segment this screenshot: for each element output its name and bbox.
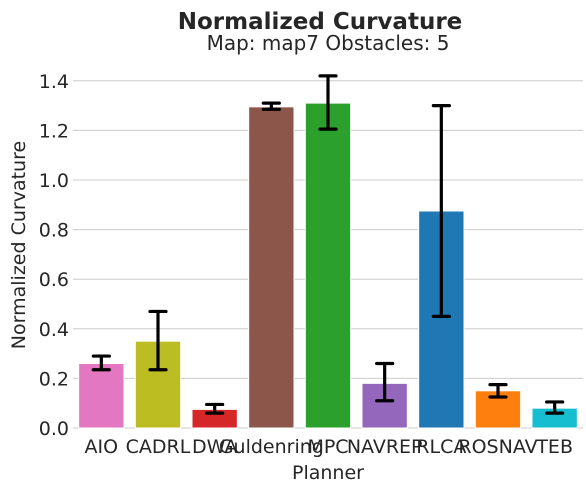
error-bar-aio bbox=[91, 354, 111, 372]
error-bar-rlca bbox=[431, 103, 451, 318]
bar-guldenring bbox=[248, 106, 295, 429]
x-tick-label: ROSNAV bbox=[458, 436, 537, 458]
x-tick-labels: AIO CADRL DWAGuldenringMPCNAVREPRLCAROSNAV… bbox=[85, 436, 573, 458]
x-tick-label: CADRL bbox=[126, 436, 191, 458]
y-tick-label: 0.2 bbox=[39, 368, 69, 390]
y-tick-label: 1.4 bbox=[39, 71, 69, 93]
error-bar-guldenring bbox=[261, 101, 281, 111]
x-tick-label: AIO bbox=[85, 436, 119, 458]
x-tick-label: TEB bbox=[535, 436, 573, 458]
x-tick-label: MPC bbox=[307, 436, 348, 458]
y-axis-label: Normalized Curvature bbox=[8, 141, 30, 349]
error-bars-group bbox=[91, 74, 565, 415]
y-tick-label: 1.2 bbox=[39, 120, 69, 142]
error-bar-navrep bbox=[375, 361, 395, 403]
x-tick-label: DWA bbox=[192, 436, 237, 458]
chart-title: Normalized Curvature bbox=[178, 9, 463, 35]
x-tick-label: RLCA bbox=[416, 436, 466, 458]
y-tick-label: 0.4 bbox=[39, 319, 69, 341]
x-axis-label: Planner bbox=[292, 462, 364, 484]
y-tick-label: 0.6 bbox=[39, 269, 69, 291]
y-tick-label: 0.8 bbox=[39, 220, 69, 242]
x-tick-label: Guldenring bbox=[219, 436, 324, 458]
y-tick-labels: 0.0 0.2 0.4 0.6 0.8 1.0 1.2 1.4 bbox=[39, 71, 69, 440]
bar-aio bbox=[78, 363, 125, 429]
bars-group bbox=[78, 102, 578, 429]
y-tick-label: 0.0 bbox=[39, 418, 69, 440]
error-bar-mpc bbox=[318, 74, 338, 131]
x-tick-label: NAVREP bbox=[347, 436, 423, 458]
error-bar-dwa bbox=[205, 402, 225, 415]
bar-mpc bbox=[304, 102, 352, 429]
error-bar-teb bbox=[545, 400, 565, 415]
error-bar-rosnav bbox=[488, 383, 508, 399]
chart-subtitle: Map: map7 Obstacles: 5 bbox=[207, 31, 450, 55]
error-bar-cadrl bbox=[148, 309, 168, 372]
y-tick-label: 1.0 bbox=[39, 170, 69, 192]
